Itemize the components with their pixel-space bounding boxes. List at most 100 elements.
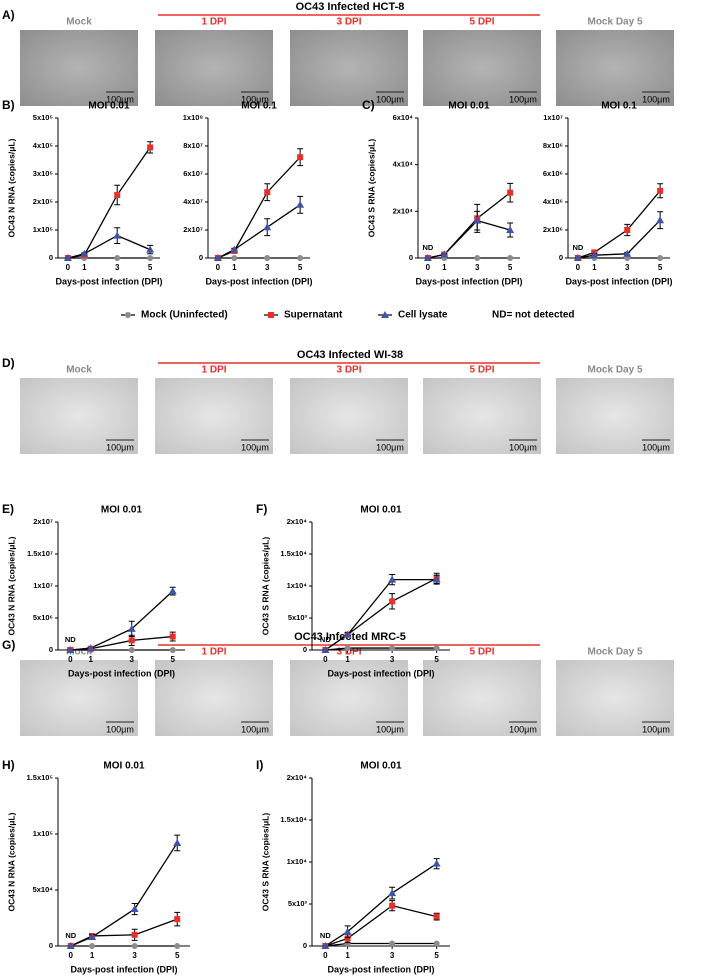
x-tick-label: 3 xyxy=(265,263,270,272)
panel-letter: D) xyxy=(2,356,15,370)
data-point xyxy=(433,645,440,652)
image-label: Mock Day 5 xyxy=(587,365,642,376)
y-tick-label: 0 xyxy=(559,253,563,262)
data-point xyxy=(174,943,181,949)
y-tick-label: 1x10⁴ xyxy=(287,581,308,590)
scale-label: 100μm xyxy=(106,442,134,452)
x-tick-label: 1 xyxy=(345,951,350,960)
y-tick-label: 5x10³ xyxy=(288,613,308,622)
x-tick-label: 0 xyxy=(426,263,431,272)
data-point xyxy=(657,187,664,194)
data-point xyxy=(147,255,154,261)
y-tick-label: 2x10⁷ xyxy=(183,225,203,234)
image-label: 5 DPI xyxy=(469,647,494,658)
chart-title: MOI 0.01 xyxy=(360,761,402,772)
micrograph xyxy=(423,660,541,736)
micrograph xyxy=(556,660,674,736)
data-point xyxy=(297,255,304,261)
image-label: 5 DPI xyxy=(469,365,494,376)
panel-letter: E) xyxy=(2,502,14,516)
data-point xyxy=(131,931,138,938)
chart-title: MOI 0.01 xyxy=(101,505,143,516)
series-line xyxy=(217,204,301,259)
x-tick-label: 5 xyxy=(148,263,153,272)
data-point xyxy=(114,192,121,198)
data-point xyxy=(573,254,582,261)
data-point xyxy=(440,250,449,258)
x-axis-label: Days-post infection (DPI) xyxy=(415,276,522,286)
data-point xyxy=(146,245,155,253)
x-tick-label: 1 xyxy=(442,263,447,272)
panel-letter: F) xyxy=(256,502,267,516)
series xyxy=(67,234,151,259)
data-point xyxy=(343,630,352,638)
y-tick-label: 1x10⁵ xyxy=(33,225,54,234)
chart-title: MOI 0.01 xyxy=(103,761,145,772)
data-point xyxy=(169,647,176,653)
legend-note: ND= not detected xyxy=(492,310,575,321)
series-line xyxy=(67,234,151,259)
data-point xyxy=(86,644,95,652)
legend-marker xyxy=(381,311,389,318)
image-label: 3 DPI xyxy=(336,647,361,658)
x-axis-label: Days-post infection (DPI) xyxy=(70,964,177,974)
y-tick-label: 6x10⁷ xyxy=(183,169,203,178)
series-line xyxy=(325,863,438,947)
series-line xyxy=(427,219,511,259)
scale-label: 100μm xyxy=(642,442,670,452)
panel-title: OC43 Infected WI-38 xyxy=(297,349,403,361)
y-tick-label: 1.5x10⁴ xyxy=(280,815,307,824)
data-point xyxy=(423,254,432,261)
scale-label: 100μm xyxy=(241,724,269,734)
annotation: ND xyxy=(320,931,331,940)
y-tick-label: 2x10⁶ xyxy=(543,225,563,234)
x-tick-label: 3 xyxy=(130,655,135,664)
data-point xyxy=(80,249,89,257)
y-axis-label: OC43 N RNA (copies/μL) xyxy=(6,536,16,635)
chart-title: MOI 0.01 xyxy=(88,101,130,112)
annotation: ND xyxy=(422,243,433,252)
x-tick-label: 1 xyxy=(345,655,350,664)
data-point xyxy=(389,598,396,605)
x-axis-label: Days-post infection (DPI) xyxy=(68,668,175,678)
data-point xyxy=(507,189,514,196)
y-tick-label: 2x10⁴ xyxy=(393,206,414,215)
data-point xyxy=(264,255,271,261)
x-tick-label: 1 xyxy=(592,263,597,272)
y-tick-label: 5x10³ xyxy=(288,899,308,908)
series-line xyxy=(325,647,437,651)
y-tick-label: 5x10⁵ xyxy=(33,113,54,122)
y-axis-label: OC43 S RNA (copies/μL) xyxy=(260,813,270,912)
data-point xyxy=(296,200,305,208)
data-point xyxy=(66,646,75,653)
legend-label: Mock (Uninfected) xyxy=(141,310,228,321)
data-point xyxy=(433,940,440,947)
panel-letter: I) xyxy=(256,758,263,772)
series-line xyxy=(325,942,437,947)
y-tick-label: 4x10⁴ xyxy=(393,160,414,169)
series xyxy=(577,190,661,259)
legend-label: Cell lysate xyxy=(398,310,448,321)
micrograph xyxy=(290,660,408,736)
data-point xyxy=(213,254,222,261)
x-tick-label: 3 xyxy=(132,951,137,960)
annotation: ND xyxy=(65,635,76,644)
legend-marker xyxy=(268,312,274,318)
data-point xyxy=(433,913,440,920)
y-tick-label: 6x10⁶ xyxy=(543,169,563,178)
data-point xyxy=(321,646,330,653)
y-tick-label: 1x10⁵ xyxy=(33,829,54,838)
scale-label: 100μm xyxy=(376,94,404,104)
series xyxy=(67,147,151,259)
y-tick-label: 0 xyxy=(49,253,53,262)
y-tick-label: 2x10⁴ xyxy=(287,517,308,526)
image-label: 1 DPI xyxy=(201,365,226,376)
series-line xyxy=(70,918,178,947)
data-point xyxy=(623,249,632,257)
data-point xyxy=(388,575,397,583)
x-tick-label: 5 xyxy=(508,263,513,272)
annotation: ND xyxy=(320,635,331,644)
data-point xyxy=(343,927,352,935)
image-label: Mock xyxy=(66,365,92,376)
